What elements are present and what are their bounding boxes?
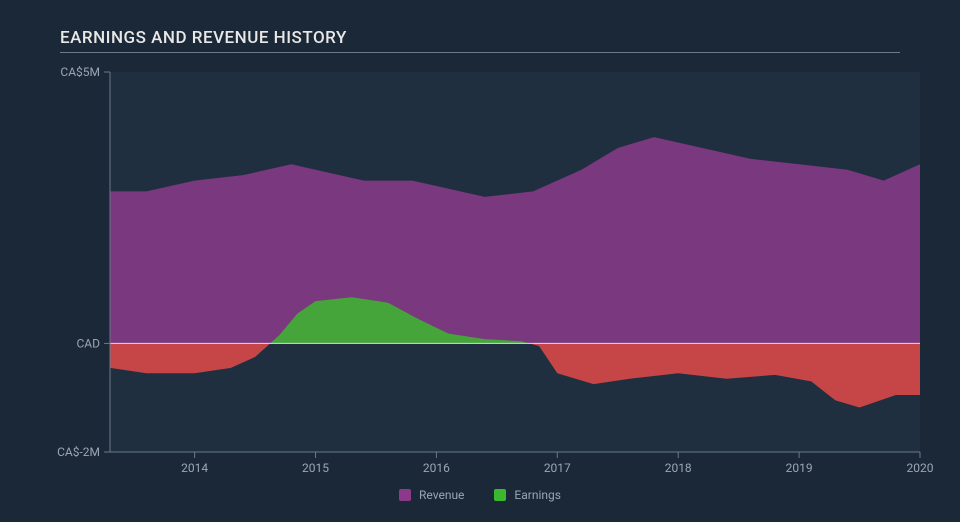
svg-text:CA$5M: CA$5M — [60, 65, 100, 79]
svg-text:CAD: CAD — [76, 336, 100, 350]
svg-text:2019: 2019 — [786, 461, 813, 475]
legend-item-revenue: Revenue — [399, 488, 464, 502]
svg-text:CA$-2M: CA$-2M — [57, 445, 100, 459]
svg-text:2020: 2020 — [907, 461, 934, 475]
svg-text:2014: 2014 — [181, 461, 208, 475]
svg-text:2016: 2016 — [423, 461, 450, 475]
legend-item-earnings: Earnings — [494, 488, 561, 502]
svg-text:2018: 2018 — [665, 461, 692, 475]
legend-swatch-revenue — [399, 489, 411, 501]
legend-label-revenue: Revenue — [419, 488, 464, 502]
chart-plot: CA$-2M CAD CA$5M 2014 2015 2016 2017 2018 2019 20… — [0, 0, 960, 522]
legend-swatch-earnings — [494, 489, 506, 501]
svg-text:2017: 2017 — [544, 461, 571, 475]
svg-text:2015: 2015 — [302, 461, 329, 475]
legend-label-earnings: Earnings — [514, 488, 561, 502]
legend: Revenue Earnings — [0, 488, 960, 502]
